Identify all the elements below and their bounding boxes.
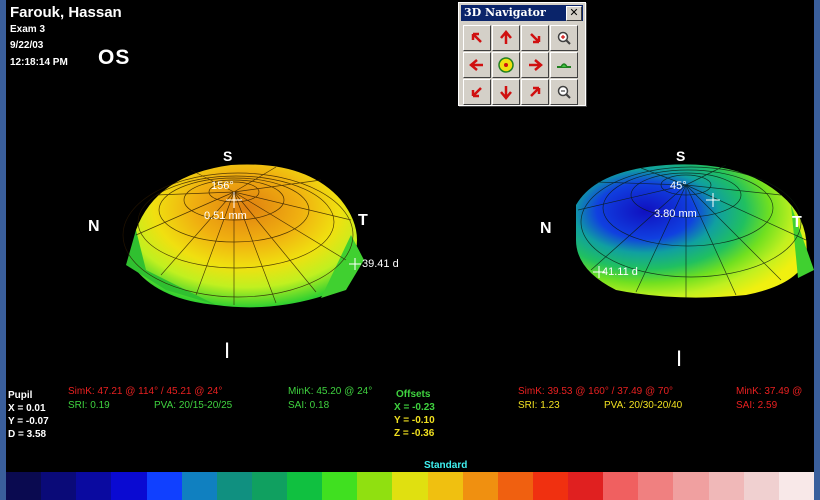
color-scale-step	[427, 472, 463, 500]
left-sim-k: SimK: 47.21 @ 114° / 45.21 @ 24°	[68, 386, 223, 397]
center-target-icon	[498, 57, 514, 73]
right-corneal-map[interactable]	[566, 150, 814, 310]
color-scale-step	[287, 472, 323, 500]
left-corneal-map[interactable]	[106, 140, 436, 340]
right-sri: SRI: 1.23	[518, 400, 560, 411]
rotate-down-right-button[interactable]	[521, 25, 549, 51]
right-map-center-cross	[706, 193, 720, 207]
rotate-up-right-button[interactable]	[521, 79, 549, 105]
right-side-readout: 41.11 d	[602, 266, 638, 278]
offsets-x: X = -0.23	[394, 402, 435, 413]
left-min-k: MinK: 45.20 @ 24°	[288, 386, 373, 397]
right-window-border	[814, 0, 820, 500]
color-scale-step	[708, 472, 744, 500]
zoom-out-button[interactable]	[550, 79, 578, 105]
eye-label: OS	[98, 46, 131, 69]
right-inferior-label: I	[676, 346, 683, 371]
color-scale-step	[743, 472, 779, 500]
arrow-up-icon	[500, 30, 512, 44]
right-temporal-label: T	[792, 214, 802, 231]
right-sim-k: SimK: 39.53 @ 160° / 37.49 @ 70°	[518, 386, 674, 397]
pupil-d: D = 3.58	[8, 429, 47, 440]
color-scale-step	[76, 472, 112, 500]
offsets-y: Y = -0.10	[394, 415, 435, 426]
arrow-down-right-icon	[530, 33, 541, 44]
right-sai: SAI: 2.59	[736, 400, 778, 411]
arrow-up-left-icon	[471, 32, 482, 43]
rotate-down-left-button[interactable]	[463, 79, 491, 105]
patient-name: Farouk, Hassan	[10, 4, 122, 21]
color-scale-step	[6, 472, 42, 500]
rotate-up-left-button[interactable]	[463, 25, 491, 51]
left-superior-label: S	[223, 148, 233, 164]
exam-label: Exam 3	[10, 24, 46, 35]
color-scale-step	[357, 472, 393, 500]
topography-display: Farouk, Hassan Exam 3 9/22/03 12:18:14 P…	[6, 0, 814, 500]
3d-navigator-title[interactable]: 3D Navigator	[461, 5, 583, 21]
zoom-out-icon	[557, 85, 571, 99]
arrow-down-icon	[500, 86, 512, 100]
color-scale-step	[778, 472, 814, 500]
color-scale-step	[41, 472, 77, 500]
right-center-distance: 3.80 mm	[654, 208, 697, 220]
color-scale-step	[462, 472, 498, 500]
left-side-readout: 39.41 d	[362, 258, 399, 270]
right-center-angle: 45°	[670, 180, 687, 192]
rotate-up-button[interactable]	[492, 25, 520, 51]
color-scale-step	[497, 472, 533, 500]
color-scale-step	[146, 472, 182, 500]
color-scale-step	[111, 472, 147, 500]
arrow-up-right-icon	[530, 86, 541, 97]
right-superior-label: S	[676, 148, 686, 164]
color-scale-step	[603, 472, 639, 500]
rotate-left-button[interactable]	[463, 52, 491, 78]
offsets-title: Offsets	[396, 389, 431, 400]
navigator-button-grid	[463, 25, 578, 105]
color-scale-bar[interactable]	[6, 472, 814, 500]
exam-time: 12:18:14 PM	[10, 57, 68, 68]
arrow-right-icon	[529, 59, 543, 71]
offsets-z: Z = -0.36	[394, 428, 435, 439]
pupil-y: Y = -0.07	[8, 416, 49, 427]
arrow-down-left-icon	[471, 87, 482, 98]
flat-view-icon	[557, 63, 571, 68]
pupil-title: Pupil	[8, 390, 33, 401]
color-scale-label: Standard	[424, 460, 468, 471]
right-pva: PVA: 20/30-20/40	[604, 400, 683, 411]
right-min-k: MinK: 37.49 @	[736, 386, 803, 397]
close-button[interactable]: ✕	[566, 6, 582, 21]
color-scale-step	[673, 472, 709, 500]
left-center-distance: 0.51 mm	[204, 210, 247, 222]
left-pva: PVA: 20/15-20/25	[154, 400, 233, 411]
rotate-down-button[interactable]	[492, 79, 520, 105]
left-sai: SAI: 0.18	[288, 400, 330, 411]
left-window-border	[0, 0, 6, 500]
left-map-center-cross	[226, 192, 242, 208]
exam-date: 9/22/03	[10, 40, 44, 51]
color-scale-step	[568, 472, 604, 500]
right-nasal-label: N	[540, 220, 552, 237]
color-scale-step	[322, 472, 358, 500]
left-center-angle: 156°	[211, 180, 234, 192]
color-scale-step	[532, 472, 568, 500]
zoom-in-icon	[557, 31, 571, 45]
zoom-in-button[interactable]	[550, 25, 578, 51]
pupil-x: X = 0.01	[8, 403, 46, 414]
center-button[interactable]	[492, 52, 520, 78]
right-map-side-cross	[593, 266, 605, 278]
flat-view-button[interactable]	[550, 52, 578, 78]
rotate-right-button[interactable]	[521, 52, 549, 78]
left-nasal-label: N	[88, 218, 100, 235]
3d-navigator-window[interactable]: 3D Navigator ✕	[458, 2, 586, 106]
color-scale-step	[181, 472, 217, 500]
color-scale-step	[392, 472, 428, 500]
color-scale-step	[216, 472, 252, 500]
left-inferior-label: I	[224, 338, 231, 363]
left-temporal-label: T	[358, 212, 368, 229]
left-map-side-cross	[349, 258, 361, 270]
arrow-left-icon	[469, 59, 483, 71]
color-scale-step	[251, 472, 287, 500]
left-sri: SRI: 0.19	[68, 400, 110, 411]
color-scale-step	[638, 472, 674, 500]
